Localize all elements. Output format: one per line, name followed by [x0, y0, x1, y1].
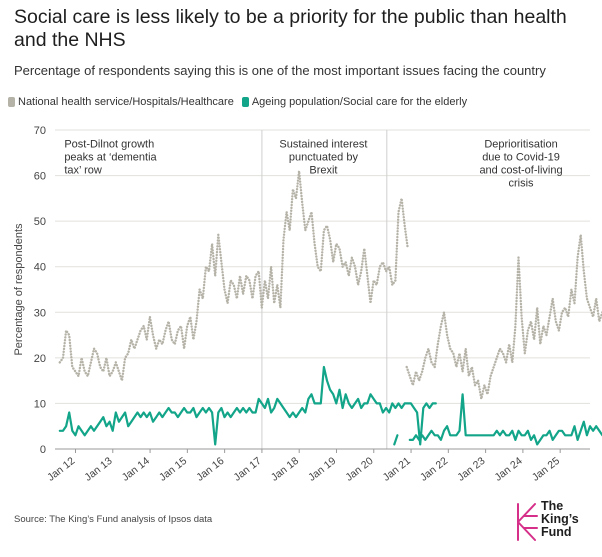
annotation-0: Post-Dilnot growth peaks at ‘dementia tax’…: [64, 139, 157, 177]
legend-item-social-care: Ageing population/Social care for the el…: [241, 96, 468, 108]
y-tick-label-40: 40: [34, 262, 46, 274]
legend-label-social-care: Ageing population/Social care for the el…: [251, 96, 468, 108]
annotation-1-line-0: Sustained interest: [279, 139, 367, 151]
logo-line-2: King’s: [541, 512, 579, 526]
series-social-care-segment-1: [393, 393, 602, 446]
series-social-care-segment-0: [58, 365, 437, 446]
x-tick-label-8: Jan 20: [343, 455, 375, 484]
y-axis-title: Percentage of respondents: [13, 223, 25, 356]
annotations: Post-Dilnot growth peaks at ‘dementia tax’…: [64, 139, 562, 190]
annotation-2-line-3: crisis: [508, 178, 534, 190]
annotation-1: Sustained interest punctuated by Brexit: [279, 139, 367, 177]
kings-fund-logo-text: The King’s Fund: [541, 500, 579, 539]
x-tick-label-4: Jan 16: [194, 455, 226, 484]
source-note: Source: The King’s Fund analysis of Ipso…: [14, 514, 213, 525]
x-tick-label-12: Jan 24: [493, 455, 525, 484]
chart-subtitle: Percentage of respondents saying this is…: [14, 63, 546, 78]
gridlines: [55, 129, 590, 404]
y-tick-label-30: 30: [34, 307, 46, 319]
y-tick-label-70: 70: [34, 125, 46, 137]
annotation-0-line-2: tax’ row: [64, 165, 102, 177]
x-tick-label-7: Jan 19: [306, 455, 338, 484]
x-tick-label-9: Jan 21: [381, 455, 413, 484]
chart-title: Social care is less likely to be a prior…: [14, 6, 567, 51]
y-tick-label-60: 60: [34, 171, 46, 183]
series-health-segment-0: [58, 169, 409, 382]
annotation-2-line-2: and cost-of-living: [479, 165, 562, 177]
annotation-1-line-1: punctuated by: [289, 152, 359, 164]
legend-item-health: National health service/Hospitals/Health…: [8, 96, 234, 108]
legend: National health service/Hospitals/Health…: [8, 96, 467, 108]
legend-swatch-health: [8, 97, 15, 107]
annotation-2: Deprioritisation due to Covid-19 and cost-…: [479, 139, 562, 190]
x-tick-label-13: Jan 25: [530, 455, 562, 484]
x-tick-label-10: Jan 22: [418, 455, 450, 484]
y-tick-label-0: 0: [40, 444, 46, 456]
kings-fund-logo: The King’s Fund: [515, 500, 595, 544]
annotation-2-line-1: due to Covid-19: [482, 152, 560, 164]
x-tick-label-6: Jan 18: [269, 455, 301, 484]
logo-line-3: Fund: [541, 525, 572, 539]
kings-fund-logo-mark: [517, 503, 538, 541]
annotation-1-line-2: Brexit: [309, 165, 337, 177]
x-tick-label-1: Jan 13: [82, 455, 114, 484]
y-tick-label-10: 10: [34, 398, 46, 410]
x-tick-label-5: Jan 17: [232, 455, 264, 484]
x-tick-label-0: Jan 12: [45, 455, 77, 484]
y-tick-label-20: 20: [34, 353, 46, 365]
x-tick-label-11: Jan 23: [455, 455, 487, 484]
x-tick-label-2: Jan 14: [120, 455, 152, 484]
line-chart: Post-Dilnot growth peaks at ‘dementia tax’…: [13, 125, 602, 484]
x-tick-label-3: Jan 15: [157, 455, 189, 484]
period-boundaries: [261, 130, 388, 449]
annotation-0-line-1: peaks at ‘dementia: [64, 152, 157, 164]
legend-label-health: National health service/Hospitals/Health…: [18, 96, 234, 108]
annotation-0-line-0: Post-Dilnot growth: [64, 139, 154, 151]
logo-line-1: The: [541, 499, 564, 513]
legend-swatch-social-care: [241, 97, 249, 107]
annotation-2-line-0: Deprioritisation: [484, 139, 557, 151]
series-lines: [58, 169, 602, 446]
series-health-segment-1: [405, 233, 602, 401]
y-tick-label-50: 50: [34, 216, 46, 228]
